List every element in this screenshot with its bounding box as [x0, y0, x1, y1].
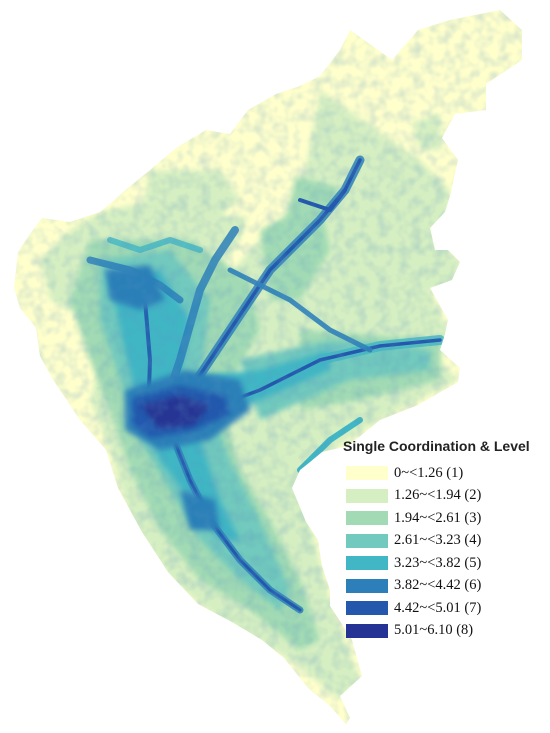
legend-item: 4.42~<5.01 (7) [346, 597, 531, 619]
legend-item: 1.94~<2.61 (3) [346, 507, 531, 529]
legend-label: 2.61~<3.23 (4) [394, 532, 482, 548]
legend-swatch [346, 601, 388, 615]
legend-swatch [346, 488, 388, 503]
legend-swatch [346, 556, 388, 570]
legend-label: 3.23~<3.82 (5) [394, 554, 482, 571]
legend-item: 5.01~6.10 (8) [346, 620, 531, 642]
legend-swatch [346, 511, 388, 525]
legend-label: 0~<1.26 (1) [394, 464, 464, 481]
legend-label: 5.01~6.10 (8) [394, 622, 474, 638]
legend-swatch [346, 466, 388, 480]
legend-item: 3.23~<3.82 (5) [346, 552, 531, 574]
legend: Single Coordination & Level 0~<1.26 (1) … [343, 438, 533, 638]
legend-label: 1.94~<2.61 (3) [394, 509, 482, 526]
legend-label: 1.26~<1.94 (2) [394, 487, 482, 503]
legend-title: Single Coordination & Level [343, 438, 530, 454]
legend-item: 1.26~<1.94 (2) [346, 485, 531, 507]
legend-item: 3.82~<4.42 (6) [346, 575, 531, 597]
legend-swatch [346, 623, 388, 638]
legend-label: 3.82~<4.42 (6) [394, 577, 482, 593]
legend-item: 0~<1.26 (1) [346, 462, 531, 484]
legend-swatch [346, 533, 388, 548]
legend-swatch [346, 578, 388, 593]
legend-label: 4.42~<5.01 (7) [394, 599, 482, 616]
legend-item: 2.61~<3.23 (4) [346, 530, 531, 552]
